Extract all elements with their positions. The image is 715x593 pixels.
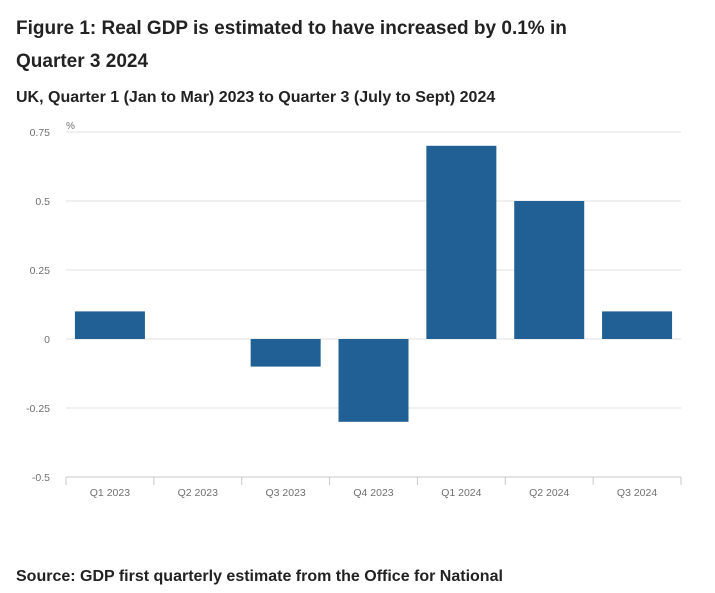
y-tick-label: -0.5 xyxy=(32,472,50,484)
x-tick-label: Q1 2024 xyxy=(441,487,481,499)
bar-chart: 0.75 0.5 0.25 0 -0.25 -0.5 % Q1 2023 Q2 2023 Q3… xyxy=(26,121,682,499)
bar xyxy=(514,201,585,339)
bar xyxy=(426,145,497,339)
x-tick-label: Q1 2023 xyxy=(90,487,130,499)
bar xyxy=(602,311,673,339)
y-tick-label: 0 xyxy=(44,334,50,346)
bar xyxy=(338,339,409,422)
chart-subtitle: UK, Quarter 1 (Jan to Mar) 2023 to Quart… xyxy=(16,89,496,106)
x-tick-label: Q4 2023 xyxy=(353,487,393,499)
x-tick-label: Q2 2023 xyxy=(178,487,218,499)
y-tick-label: 0.75 xyxy=(30,127,51,139)
x-tick-label: Q3 2023 xyxy=(265,487,305,499)
y-axis-unit-label: % xyxy=(66,121,75,132)
bar xyxy=(250,339,321,367)
source-note: Source: GDP first quarterly estimate fro… xyxy=(16,568,503,585)
x-tick-label: Q3 2024 xyxy=(617,487,657,499)
bars xyxy=(74,145,673,422)
y-tick-label: -0.25 xyxy=(26,403,50,415)
y-tick-label: 0.25 xyxy=(30,265,51,277)
x-axis: Q1 2023 Q2 2023 Q3 2023 Q4 2023 Q1 2024 Q2 20… xyxy=(65,476,682,499)
y-axis-tick-labels: 0.75 0.5 0.25 0 -0.25 -0.5 xyxy=(26,127,50,484)
bar xyxy=(74,311,145,339)
x-tick-label: Q2 2024 xyxy=(529,487,569,499)
chart-title: Figure 1: Real GDP is estimated to have … xyxy=(16,18,567,72)
y-tick-label: 0.5 xyxy=(35,196,50,208)
